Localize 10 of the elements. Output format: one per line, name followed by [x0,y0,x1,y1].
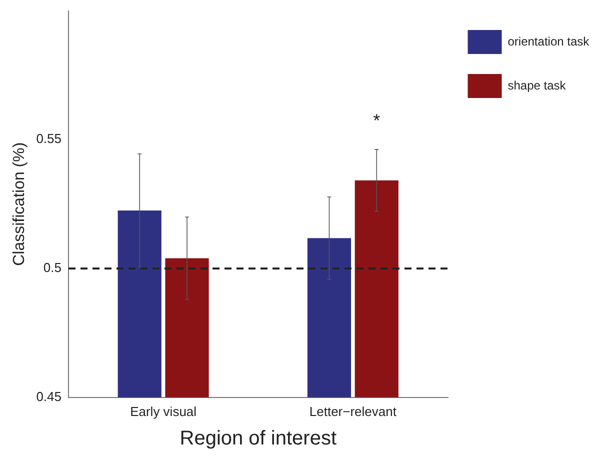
y-tick-label: 0.5 [43,260,62,276]
y-axis-title: Classification (%) [11,142,28,266]
y-tick-label: 0.45 [36,388,62,404]
x-tick-label: Letter−relevant [309,404,397,419]
legend-label: orientation task [508,34,590,48]
x-axis-title: Region of interest [180,428,337,450]
x-tick-label: Early visual [130,404,197,419]
y-tick-label: 0.55 [36,131,62,146]
annotation: * [373,110,380,130]
legend-label: shape task [508,78,567,92]
